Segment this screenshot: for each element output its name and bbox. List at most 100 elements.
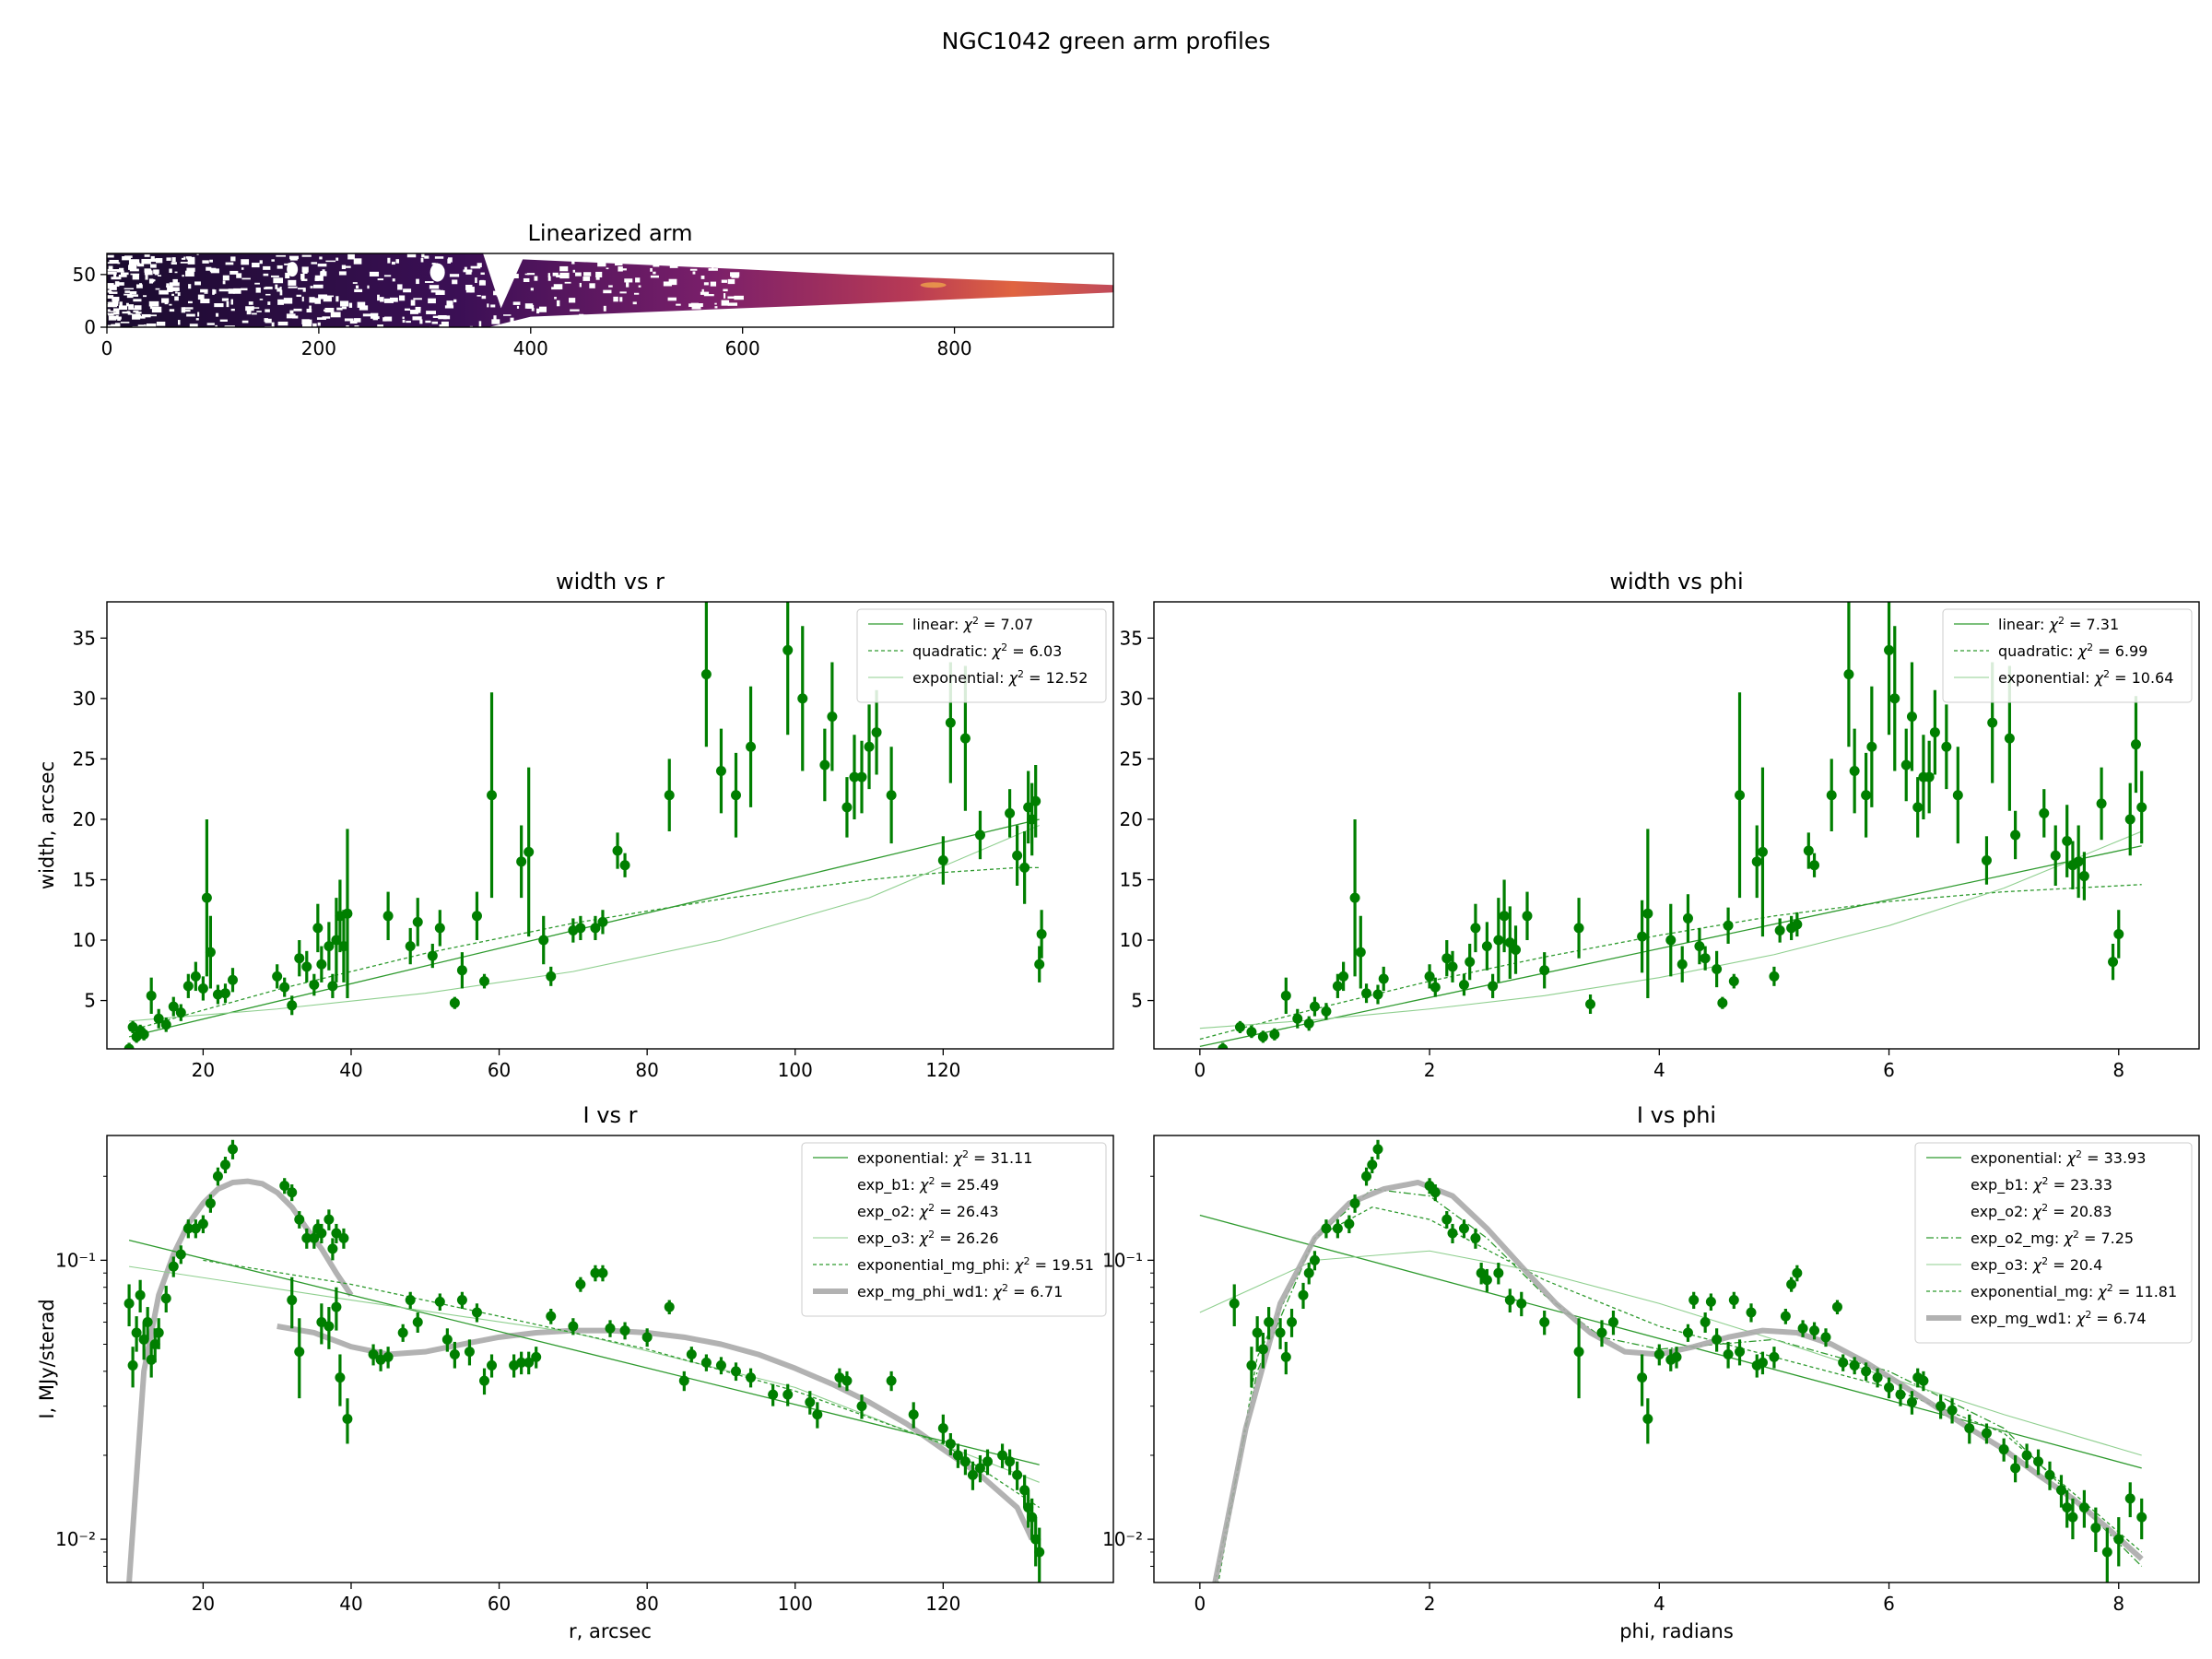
legend-chi-label: : <box>2023 1256 2032 1274</box>
data-point <box>294 1347 305 1358</box>
masked-pixel <box>475 277 477 284</box>
masked-pixel <box>651 312 662 318</box>
masked-pixel <box>536 308 540 314</box>
data-point <box>715 766 726 777</box>
arm-image <box>107 253 1113 327</box>
legend-chi-exponent: 2 <box>2087 641 2093 653</box>
data-point <box>967 1469 978 1480</box>
masked-pixel <box>118 274 127 277</box>
data-point <box>1573 923 1584 934</box>
masked-pixel <box>135 284 143 288</box>
masked-pixel <box>719 254 724 257</box>
data-point <box>827 712 838 723</box>
legend-entry: exp_mg_phi_wd1: χ2 = 6.71 <box>857 1282 1063 1302</box>
data-point <box>205 947 216 958</box>
masked-pixel <box>214 303 224 308</box>
masked-pixel <box>421 253 425 258</box>
masked-pixel <box>276 288 280 292</box>
masked-pixel <box>710 281 717 287</box>
masked-pixel <box>188 284 192 289</box>
data-point <box>160 1293 171 1304</box>
masked-pixel <box>143 295 147 298</box>
y-tick-label: 35 <box>73 627 96 649</box>
legend-entry: exp_b1: χ2 = 23.33 <box>1971 1175 2112 1195</box>
masked-pixel <box>425 320 431 324</box>
masked-pixel <box>116 270 124 273</box>
masked-pixel <box>182 307 194 310</box>
legend-chi-value: 26.43 <box>957 1203 999 1220</box>
masked-pixel <box>387 257 391 264</box>
data-point <box>1843 669 1854 680</box>
masked-pixel <box>171 257 176 263</box>
legend-series-name: exponential <box>857 1149 944 1167</box>
masked-pixel <box>668 278 677 286</box>
masked-pixel <box>107 289 112 293</box>
masked-pixel <box>419 319 423 324</box>
masked-pixel <box>727 302 737 306</box>
data-point <box>590 1267 601 1278</box>
masked-pixel <box>595 276 600 280</box>
axes-frame <box>106 1135 1114 1583</box>
y-tick-label: 15 <box>1120 868 1143 890</box>
legend-chi-value: 26.26 <box>957 1230 999 1247</box>
legend-chi-symbol: χ <box>993 1283 1003 1300</box>
masked-pixel <box>265 309 270 312</box>
masked-pixel <box>233 288 241 294</box>
axes-title: I vs phi <box>1637 1102 1716 1128</box>
masked-pixel <box>245 306 254 312</box>
data-point <box>1441 1214 1453 1225</box>
masked-pixel <box>688 303 693 307</box>
plot-area <box>124 1139 1045 1583</box>
masked-pixel <box>222 280 226 285</box>
masked-pixel <box>254 282 260 285</box>
masked-pixel <box>350 318 354 324</box>
data-point <box>294 953 305 964</box>
data-point <box>1929 727 1940 738</box>
data-point <box>864 741 875 752</box>
data-point <box>2096 798 2107 809</box>
legend-chi-eq: = <box>935 1230 957 1247</box>
masked-pixel <box>107 303 115 308</box>
data-point <box>1596 1327 1607 1338</box>
masked-pixel <box>520 324 525 327</box>
legend-chi-eq: = <box>2065 616 2087 633</box>
masked-pixel <box>689 268 698 271</box>
data-point <box>1005 807 1016 818</box>
legend-chi-eq: = <box>2093 642 2115 660</box>
data-point <box>856 1401 867 1412</box>
data-point <box>841 1375 853 1386</box>
masked-pixel <box>650 275 659 278</box>
masked-pixel <box>608 285 613 288</box>
masked-pixel <box>150 258 159 263</box>
data-point <box>1539 965 1550 976</box>
data-point <box>568 1321 579 1332</box>
data-point <box>1637 1372 1648 1383</box>
data-point <box>153 1327 164 1338</box>
data-point <box>1309 1254 1320 1265</box>
masked-pixel <box>416 278 419 285</box>
masked-pixel <box>377 278 384 281</box>
data-point <box>1488 981 1499 992</box>
masked-pixel <box>420 257 424 263</box>
data-point <box>2108 957 2119 968</box>
legend-chi-symbol: χ <box>2048 616 2058 633</box>
masked-pixel <box>252 263 260 268</box>
masked-pixel <box>723 293 726 299</box>
data-point <box>700 1357 712 1368</box>
masked-pixel <box>570 309 580 312</box>
y-tick-label: 20 <box>73 808 96 830</box>
data-point <box>1769 1351 1780 1362</box>
data-point <box>1034 959 1045 970</box>
legend-series-name: exp_o2 <box>857 1203 910 1221</box>
masked-pixel <box>133 299 142 302</box>
data-point <box>2124 1493 2136 1504</box>
data-point <box>538 935 549 946</box>
masked-pixel <box>186 267 195 272</box>
data-point <box>1332 1223 1343 1234</box>
masked-pixel <box>277 299 284 305</box>
masked-pixel <box>301 296 304 302</box>
data-point <box>2067 1512 2078 1523</box>
legend-entry: quadratic: χ2 = 6.99 <box>1998 641 2147 661</box>
masked-pixel <box>503 314 512 316</box>
data-point <box>190 1223 201 1234</box>
